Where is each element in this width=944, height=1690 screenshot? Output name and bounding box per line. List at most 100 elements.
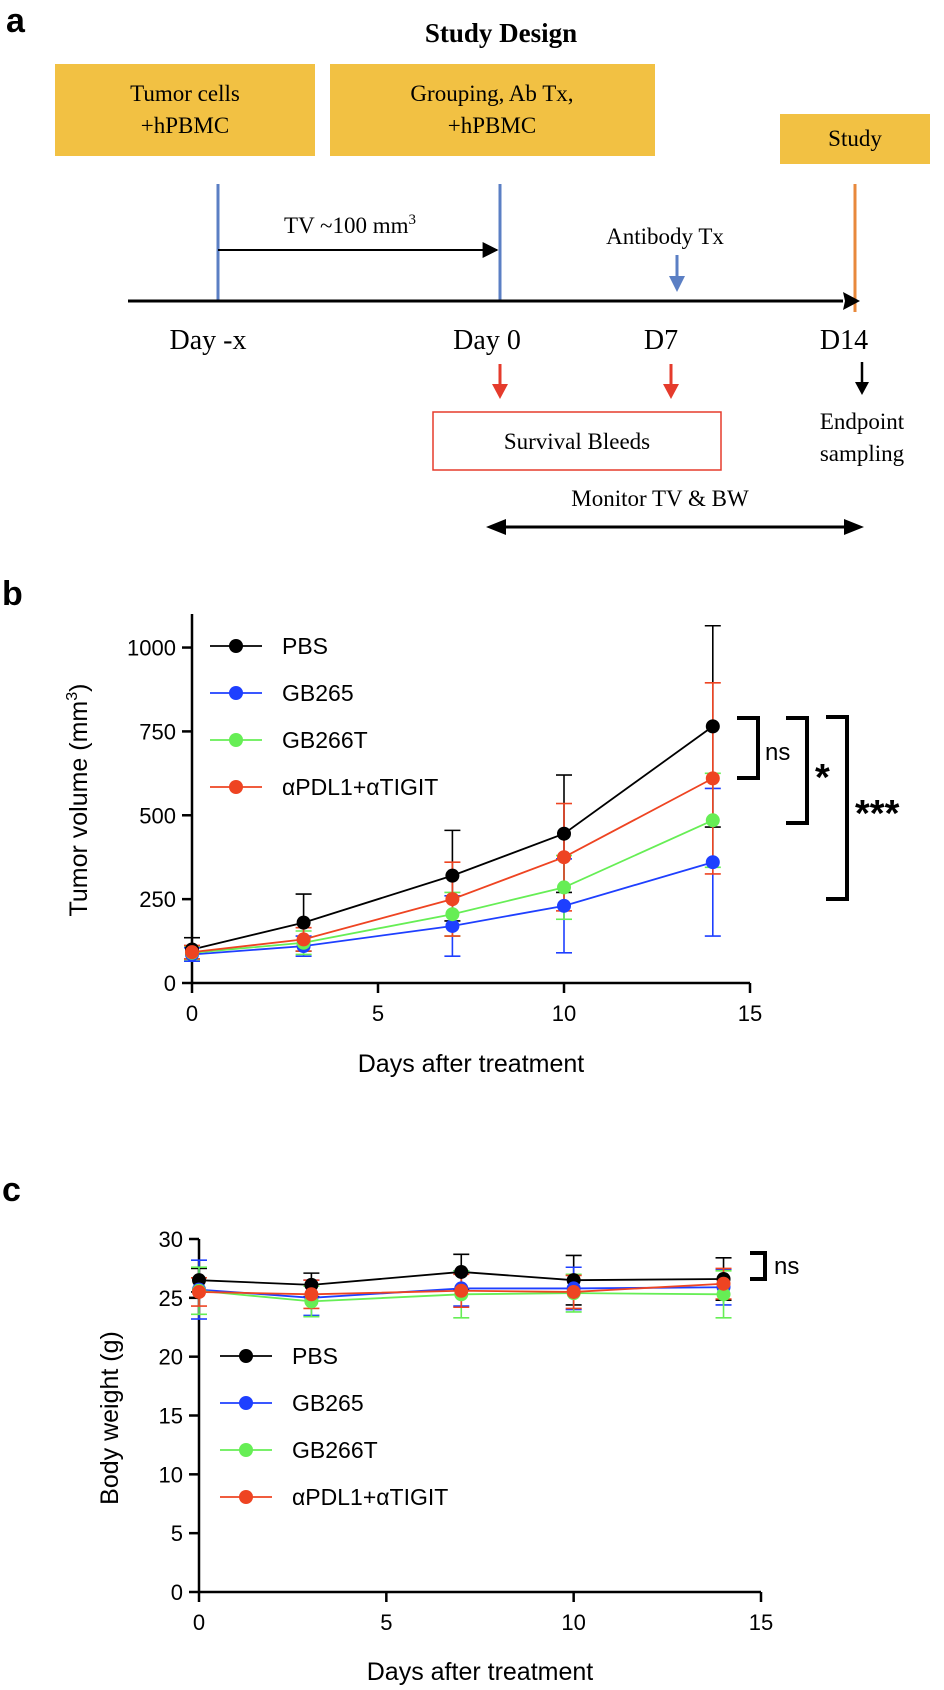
legend-label: GB265 [282, 680, 354, 706]
x-tick-label: 0 [193, 1610, 205, 1635]
box-grouping [330, 64, 655, 156]
red-arrow-day0-head [492, 384, 508, 399]
data-point [705, 813, 720, 828]
data-point [192, 1284, 206, 1299]
legend-label: PBS [292, 1343, 338, 1369]
y-tick-label: 20 [159, 1345, 183, 1370]
y-axis-label-end: ) [65, 684, 93, 692]
sig-triple-star: *** [855, 793, 900, 835]
box-tumor-cells-line2: +hPBMC [141, 113, 229, 138]
y-tick-label: 0 [171, 1580, 183, 1605]
survival-bleeds-box [432, 411, 722, 471]
panel-a: a Study Design Tumor cells +hPBMC Groupi… [6, 2, 930, 535]
monitor-arrow-head-right [844, 519, 864, 535]
x-tick-label: 10 [561, 1610, 585, 1635]
timeline-arrow-head [843, 292, 860, 310]
data-point [454, 1264, 469, 1279]
y-tick-label: 30 [159, 1227, 183, 1252]
study-design-title: Study Design [425, 18, 577, 48]
legend-label: PBS [282, 633, 328, 659]
body-weight-chart: 0 5 10 15 20 25 30 0 5 10 15 Days after treatment Bo… [96, 1227, 773, 1686]
legend-marker [229, 780, 243, 794]
monitor-label: Monitor TV & BW [571, 486, 749, 511]
survival-bleeds-label: Survival Bleeds [504, 429, 650, 454]
legend-label: GB265 [292, 1390, 364, 1416]
sig-ns: ns [765, 739, 790, 766]
d7-label: D7 [644, 325, 678, 356]
x-tick-label: 10 [552, 1001, 576, 1026]
data-point [557, 850, 571, 865]
x-tick-label: 15 [749, 1610, 773, 1635]
box-tumor-cells [55, 64, 315, 156]
y-axis-label-text: Body weight (g) [96, 1331, 124, 1505]
antibody-arrow-head [669, 276, 685, 292]
data-point [705, 855, 720, 870]
y-tick-label: 750 [139, 719, 176, 744]
y-tick-label: 1000 [127, 636, 176, 661]
endpoint-arrow-head [855, 382, 869, 395]
y-axis-label-sup: 3 [64, 692, 81, 701]
legend-marker [239, 1490, 253, 1504]
legend-label: GB266T [282, 727, 368, 753]
y-tick-label: 25 [159, 1286, 183, 1311]
x-tick-label: 15 [738, 1001, 762, 1026]
bracket-ns-c [750, 1251, 767, 1281]
data-point [716, 1287, 731, 1302]
y-tick-label: 500 [139, 803, 176, 828]
data-point [557, 880, 571, 895]
x-tick-label: 0 [186, 1001, 198, 1026]
panel-b-letter: b [2, 575, 23, 613]
box-grouping-line1: Grouping, Ab Tx, [410, 81, 573, 106]
data-point [557, 826, 571, 841]
bracket-ns [737, 716, 760, 780]
y-tick-label: 5 [171, 1521, 183, 1546]
data-point [185, 945, 199, 960]
x-tick-label: 5 [372, 1001, 384, 1026]
data-point [566, 1284, 581, 1299]
data-point [454, 1283, 469, 1298]
bracket-triple-star [826, 715, 849, 901]
x-axis-label: Days after treatment [358, 1050, 585, 1078]
sig-ns-c: ns [774, 1253, 799, 1280]
data-point [557, 898, 571, 913]
data-point [705, 771, 720, 786]
box-study-label: Study [828, 126, 882, 151]
data-point [304, 1287, 319, 1302]
legend-marker [239, 1349, 253, 1363]
panel-b: b 0 250 500 750 1000 0 5 10 15 Days after treatme… [2, 575, 900, 1078]
day-0-label: Day 0 [453, 325, 521, 356]
legend-marker [229, 639, 243, 653]
legend-marker [229, 733, 243, 747]
data-point [445, 918, 460, 933]
y-tick-label: 250 [139, 887, 176, 912]
sig-star: * [815, 757, 830, 799]
panel-c: c 0 5 10 15 20 25 30 0 5 10 15 Days after treatment… [2, 1171, 799, 1686]
day-minus-x-label: Day -x [170, 325, 247, 356]
data-point [296, 932, 311, 947]
tv-label: TV ~100 mm3 [284, 212, 416, 238]
box-tumor-cells-line1: Tumor cells [130, 81, 240, 106]
data-point [296, 915, 311, 930]
y-tick-label: 15 [159, 1404, 183, 1429]
box-study [780, 114, 930, 164]
y-axis-label: Tumor volume (mm3) [64, 684, 93, 917]
box-grouping-line2: +hPBMC [448, 113, 536, 138]
bracket-star [786, 716, 809, 825]
data-point [445, 907, 460, 922]
data-point [445, 892, 460, 907]
legend-marker [239, 1396, 253, 1410]
tumor-volume-chart: 0 250 500 750 1000 0 5 10 15 Days after treatment… [64, 614, 762, 1078]
monitor-arrow-head-left [486, 519, 506, 535]
antibody-tx-label: Antibody Tx [606, 224, 724, 249]
endpoint-line1: Endpoint [820, 409, 905, 434]
legend-marker [229, 686, 243, 700]
legend-label: GB266T [292, 1437, 378, 1463]
data-point [445, 868, 460, 883]
legend-label: αPDL1+αTIGIT [282, 774, 438, 800]
endpoint-line2: sampling [820, 441, 905, 466]
y-tick-label: 0 [164, 971, 176, 996]
red-arrow-d7-head [663, 384, 679, 399]
y-axis-label: Body weight (g) [96, 1331, 124, 1505]
legend-label: αPDL1+αTIGIT [292, 1484, 448, 1510]
y-axis-label-text: Tumor volume (mm [65, 701, 93, 917]
